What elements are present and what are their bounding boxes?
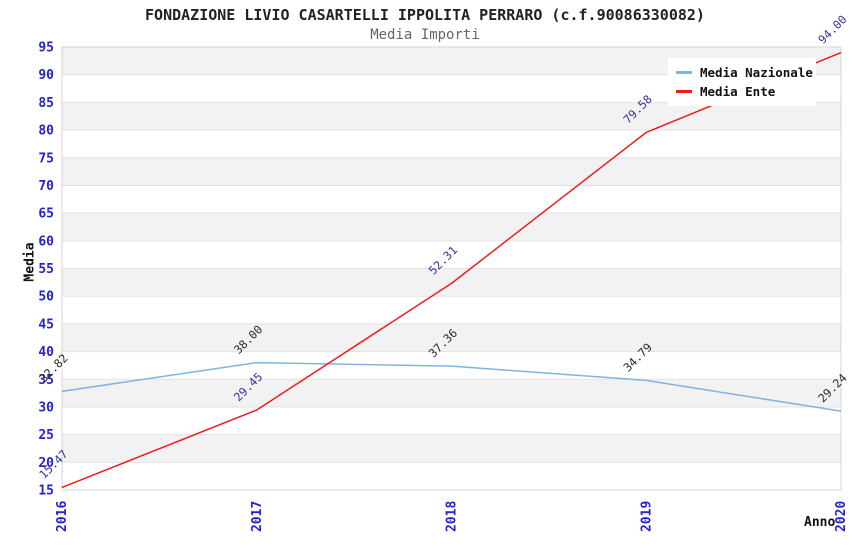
series-line-media-nazionale bbox=[61, 361, 842, 412]
y-tick-label: 65 bbox=[38, 207, 54, 222]
grid-band bbox=[62, 379, 841, 407]
x-tick-label: 2020 bbox=[834, 501, 849, 532]
legend-label-media-nazionale: Media Nazionale bbox=[700, 65, 813, 80]
grid-band bbox=[62, 323, 841, 352]
chart-legend: Media Nazionale Media Ente bbox=[668, 58, 816, 106]
y-tick-label: 85 bbox=[38, 96, 54, 111]
y-tick-label: 40 bbox=[38, 345, 54, 360]
y-tick-label: 50 bbox=[38, 290, 54, 305]
chart-subtitle: Media Importi bbox=[370, 27, 480, 43]
grid-band bbox=[62, 157, 841, 186]
grid-band bbox=[62, 434, 841, 463]
y-tick-label: 20 bbox=[38, 456, 54, 471]
grid-band bbox=[62, 213, 841, 241]
grid-band bbox=[62, 268, 841, 297]
y-tick-label: 95 bbox=[38, 41, 54, 56]
legend-item-media-nazionale: Media Nazionale bbox=[676, 63, 816, 82]
data-label: 94.00 bbox=[815, 12, 849, 46]
y-tick-label: 75 bbox=[38, 151, 54, 166]
legend-item-media-ente: Media Ente bbox=[676, 82, 816, 101]
x-axis-title: Anno bbox=[804, 515, 836, 530]
x-tick-label: 2017 bbox=[250, 501, 265, 532]
grid-band bbox=[62, 102, 841, 131]
plot-border bbox=[61, 46, 842, 491]
legend-label-media-ente: Media Ente bbox=[700, 84, 776, 99]
legend-swatch-icon bbox=[676, 71, 692, 74]
x-tick-label: 2016 bbox=[55, 501, 70, 532]
legend-swatch-icon bbox=[676, 90, 692, 93]
y-tick-label: 70 bbox=[38, 179, 54, 194]
y-tick-label: 35 bbox=[38, 373, 54, 388]
x-tick-label: 2019 bbox=[639, 501, 654, 532]
y-tick-label: 45 bbox=[38, 317, 54, 332]
y-tick-label: 90 bbox=[38, 68, 54, 83]
x-tick-label: 2018 bbox=[445, 501, 460, 532]
y-tick-label: 15 bbox=[38, 484, 54, 499]
y-tick-label: 55 bbox=[38, 262, 54, 277]
y-tick-label: 80 bbox=[38, 124, 54, 139]
chart-title: FONDAZIONE LIVIO CASARTELLI IPPOLITA PER… bbox=[145, 6, 705, 24]
y-tick-label: 30 bbox=[38, 400, 54, 415]
y-tick-label: 60 bbox=[38, 234, 54, 249]
y-tick-label: 25 bbox=[38, 428, 54, 443]
